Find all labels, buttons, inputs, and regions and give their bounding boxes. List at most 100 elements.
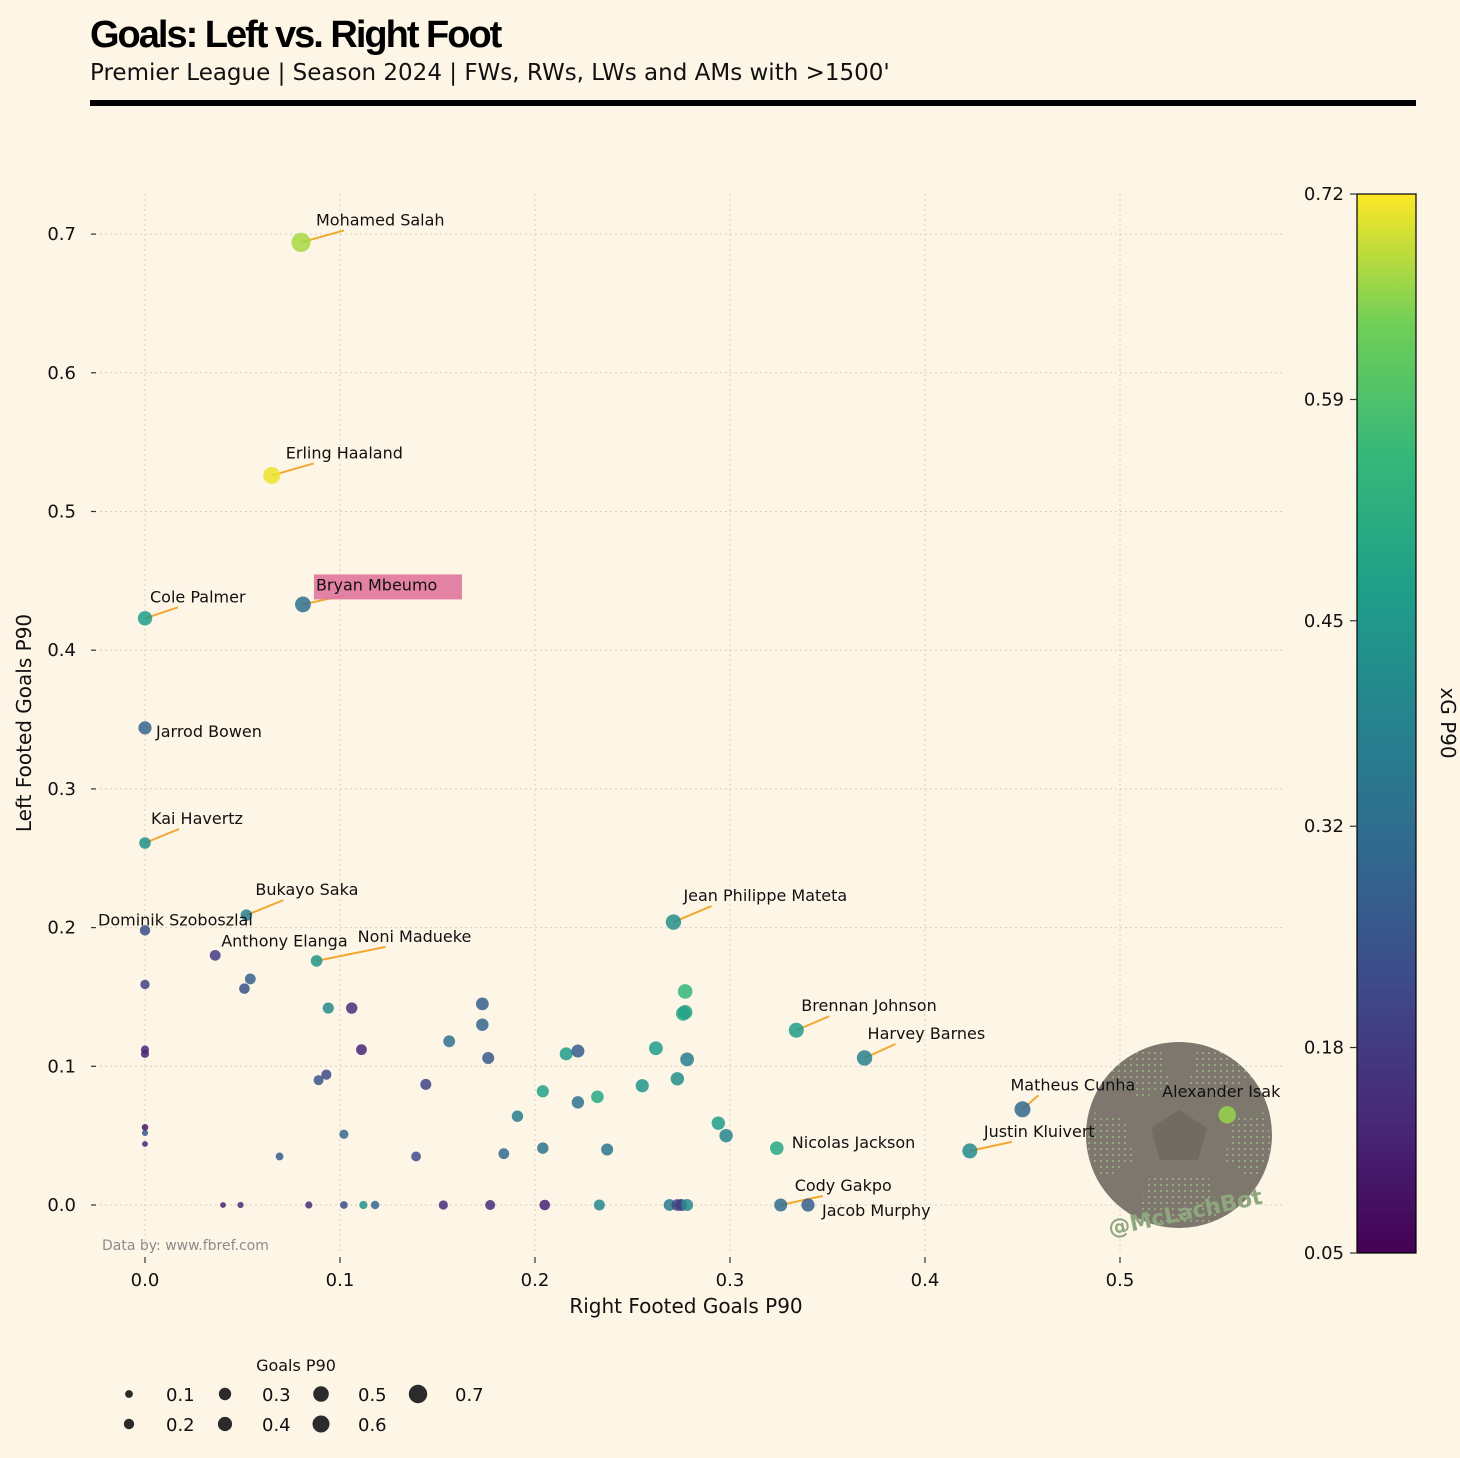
player-point [291, 232, 311, 253]
label-leader-lines [144, 229, 1040, 1206]
data-point [482, 1051, 495, 1064]
data-point [359, 1200, 368, 1210]
colorbar-tick-label: 0.18 [1304, 1038, 1344, 1059]
player-label: Erling Haaland [286, 443, 403, 462]
y-tick-label: 0.1 [47, 1056, 76, 1077]
player-label: Noni Madueke [358, 927, 472, 946]
data-point [635, 1079, 649, 1093]
player-point [138, 721, 152, 735]
data-point [537, 1142, 549, 1154]
data-point [141, 1129, 149, 1136]
size-legend-marker [313, 1386, 329, 1402]
data-point [370, 1200, 380, 1210]
data-point [475, 997, 489, 1011]
data-point [571, 1044, 585, 1058]
chart-subtitle: Premier League | Season 2024 | FWs, RWs,… [90, 60, 890, 86]
y-tick-label: 0.4 [47, 640, 76, 661]
player-label: Cody Gakpo [795, 1176, 892, 1195]
player-label: Alexander Isak [1162, 1082, 1281, 1101]
axes: 0.0 0.1 0.2 0.3 0.4 0.5 0.0 0.1 0.2 0.3 0.4 0.5 0.6 0… [47, 224, 1134, 1291]
title-divider [90, 100, 1416, 106]
player-point [139, 925, 151, 936]
grid-lines [100, 194, 1283, 1254]
colorbar-ticks: 0.05 0.18 0.32 0.45 0.59 0.72 [1304, 184, 1357, 1264]
data-point [536, 1085, 549, 1098]
data-point [438, 1200, 448, 1210]
colorbar-tick-label: 0.59 [1304, 389, 1344, 410]
player-label: Anthony Elanga [221, 931, 347, 950]
player-label: Nicolas Jackson [792, 1133, 916, 1152]
highlight-box [313, 574, 462, 600]
player-point [962, 1143, 978, 1159]
size-legend-marker [408, 1384, 428, 1404]
x-tick-label: 0.1 [326, 1270, 355, 1291]
player-label: Bukayo Saka [255, 880, 358, 899]
data-point [539, 1199, 551, 1211]
player-point [139, 837, 151, 849]
size-legend-value: 0.4 [262, 1415, 291, 1436]
data-point [593, 1199, 605, 1211]
data-point [476, 1018, 489, 1031]
data-point [559, 1047, 573, 1061]
data-point [571, 1096, 585, 1109]
player-label: Justin Kluivert [983, 1122, 1095, 1141]
player-point [295, 596, 311, 613]
player-label: Dominik Szoboszlai [98, 910, 253, 929]
leader-line [316, 945, 386, 962]
data-point [340, 1201, 348, 1209]
player-point [770, 1141, 784, 1155]
data-point [677, 1005, 693, 1020]
data-point [244, 973, 256, 985]
data-point [321, 1069, 332, 1080]
player-label: Jarrod Bowen [155, 722, 262, 741]
colorbar-tick-label: 0.05 [1304, 1243, 1344, 1264]
data-point [313, 1075, 324, 1086]
size-legend-value: 0.1 [166, 1385, 195, 1406]
colorbar-tick-label: 0.32 [1304, 816, 1344, 837]
data-point [601, 1143, 614, 1156]
player-point [263, 466, 281, 484]
leader-line [246, 899, 284, 917]
data-points [137, 232, 1236, 1212]
data-point [511, 1110, 524, 1122]
y-tick-label: 0.0 [47, 1195, 76, 1216]
y-tick-label: 0.6 [47, 363, 76, 384]
data-point [305, 1201, 313, 1209]
data-point [711, 1116, 725, 1130]
size-legend-value: 0.3 [262, 1385, 291, 1406]
size-legend-marker [312, 1415, 330, 1433]
data-point [719, 1128, 733, 1143]
colorbar-tick-label: 0.45 [1304, 611, 1344, 632]
data-point [680, 1052, 694, 1067]
data-point [485, 1200, 496, 1210]
player-label: Matheus Cunha [1011, 1075, 1136, 1094]
player-label: Harvey Barnes [868, 1024, 986, 1043]
data-point [339, 1129, 349, 1139]
size-legend-marker [218, 1387, 232, 1401]
player-point [310, 955, 323, 967]
x-tick-label: 0.5 [1106, 1270, 1135, 1291]
size-legend-value: 0.2 [166, 1415, 195, 1436]
data-point [356, 1044, 367, 1056]
player-point [1218, 1106, 1236, 1124]
x-tick-label: 0.3 [716, 1270, 745, 1291]
data-point [681, 1199, 694, 1211]
data-point [420, 1078, 432, 1090]
x-tick-label: 0.2 [521, 1270, 550, 1291]
data-point [649, 1041, 663, 1056]
size-legend-marker [125, 1390, 133, 1398]
data-point [591, 1090, 604, 1104]
data-point [140, 979, 150, 990]
x-tick-label: 0.4 [911, 1270, 940, 1291]
player-point [1014, 1101, 1031, 1118]
data-point [237, 1201, 244, 1209]
x-tick-label: 0.0 [131, 1270, 160, 1291]
size-legend-title: Goals P90 [256, 1356, 336, 1375]
player-label: Cole Palmer [150, 587, 246, 606]
player-point [788, 1022, 804, 1038]
y-tick-label: 0.7 [47, 224, 76, 245]
size-legend-marker [217, 1416, 233, 1432]
size-legend: Goals P90 0.1 0.2 0.3 0.4 0.5 0.6 0.7 [123, 1356, 484, 1436]
player-label: Bryan Mbeumo [316, 575, 437, 594]
